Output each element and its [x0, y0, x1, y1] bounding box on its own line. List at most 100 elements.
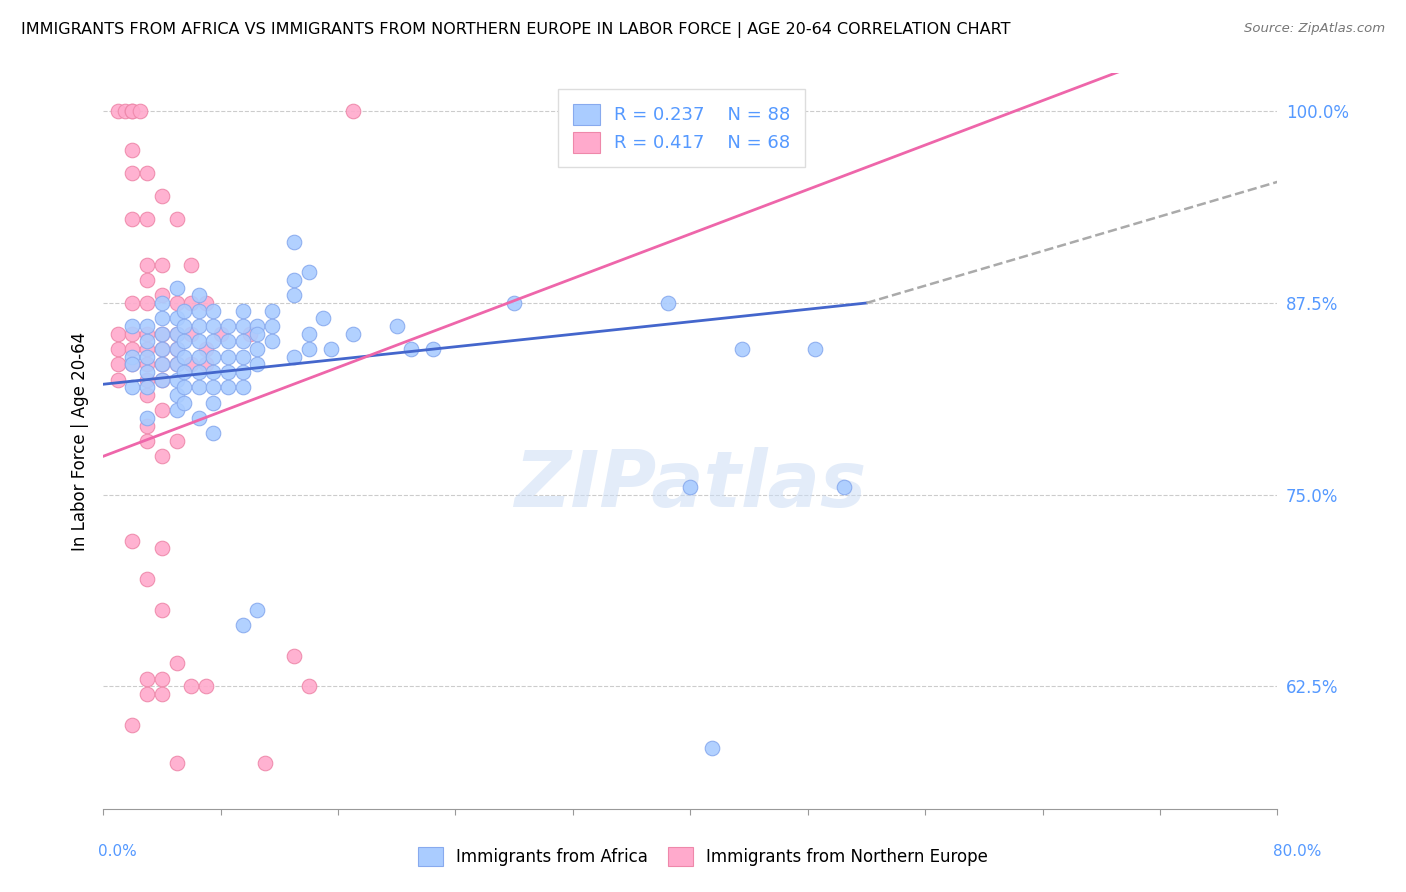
- Point: [422, 342, 444, 356]
- Point: [298, 326, 321, 341]
- Point: [173, 365, 195, 379]
- Point: [121, 296, 143, 310]
- Point: [136, 434, 159, 448]
- Point: [107, 104, 129, 119]
- Point: [202, 350, 225, 364]
- Point: [150, 450, 173, 464]
- Point: [121, 380, 143, 394]
- Point: [121, 357, 143, 371]
- Point: [283, 648, 305, 663]
- Point: [187, 318, 209, 333]
- Point: [187, 380, 209, 394]
- Point: [166, 756, 188, 770]
- Point: [246, 326, 269, 341]
- Point: [342, 326, 364, 341]
- Point: [150, 672, 173, 686]
- Point: [136, 166, 159, 180]
- Point: [180, 296, 202, 310]
- Point: [150, 373, 173, 387]
- Point: [121, 326, 143, 341]
- Point: [166, 373, 188, 387]
- Point: [217, 380, 239, 394]
- Point: [232, 365, 254, 379]
- Point: [202, 365, 225, 379]
- Point: [150, 326, 173, 341]
- Point: [107, 373, 129, 387]
- Point: [246, 602, 269, 616]
- Point: [107, 357, 129, 371]
- Point: [166, 326, 188, 341]
- Point: [253, 756, 276, 770]
- Point: [121, 350, 143, 364]
- Point: [180, 258, 202, 272]
- Point: [166, 211, 188, 226]
- Point: [121, 717, 143, 731]
- Point: [173, 380, 195, 394]
- Point: [187, 350, 209, 364]
- Point: [150, 357, 173, 371]
- Point: [246, 318, 269, 333]
- Point: [136, 672, 159, 686]
- Point: [136, 572, 159, 586]
- Point: [150, 541, 173, 556]
- Point: [166, 326, 188, 341]
- Point: [217, 318, 239, 333]
- Point: [246, 357, 269, 371]
- Point: [217, 334, 239, 349]
- Point: [136, 211, 159, 226]
- Point: [209, 326, 232, 341]
- Point: [180, 679, 202, 693]
- Point: [150, 342, 173, 356]
- Point: [187, 411, 209, 425]
- Point: [503, 296, 526, 310]
- Point: [136, 273, 159, 287]
- Point: [679, 480, 702, 494]
- Point: [136, 357, 159, 371]
- Point: [232, 350, 254, 364]
- Point: [401, 342, 423, 356]
- Point: [283, 273, 305, 287]
- Point: [136, 411, 159, 425]
- Point: [260, 334, 283, 349]
- Point: [194, 296, 217, 310]
- Point: [166, 403, 188, 417]
- Point: [121, 211, 143, 226]
- Point: [107, 342, 129, 356]
- Text: ZIPatlas: ZIPatlas: [515, 447, 866, 523]
- Point: [173, 334, 195, 349]
- Point: [319, 342, 342, 356]
- Point: [136, 373, 159, 387]
- Point: [731, 342, 754, 356]
- Point: [834, 480, 856, 494]
- Point: [136, 342, 159, 356]
- Point: [150, 357, 173, 371]
- Point: [657, 296, 679, 310]
- Point: [804, 342, 827, 356]
- Point: [150, 188, 173, 202]
- Point: [232, 380, 254, 394]
- Point: [150, 288, 173, 302]
- Point: [136, 388, 159, 402]
- Text: 80.0%: 80.0%: [1274, 845, 1322, 859]
- Point: [121, 166, 143, 180]
- Point: [232, 618, 254, 632]
- Point: [166, 388, 188, 402]
- Point: [150, 326, 173, 341]
- Point: [239, 326, 262, 341]
- Point: [194, 342, 217, 356]
- Point: [283, 288, 305, 302]
- Point: [150, 403, 173, 417]
- Point: [136, 350, 159, 364]
- Point: [166, 657, 188, 671]
- Point: [150, 311, 173, 326]
- Point: [150, 373, 173, 387]
- Point: [312, 311, 335, 326]
- Point: [150, 602, 173, 616]
- Point: [114, 104, 136, 119]
- Point: [702, 740, 724, 755]
- Point: [173, 303, 195, 318]
- Point: [136, 334, 159, 349]
- Point: [150, 258, 173, 272]
- Point: [166, 357, 188, 371]
- Point: [150, 342, 173, 356]
